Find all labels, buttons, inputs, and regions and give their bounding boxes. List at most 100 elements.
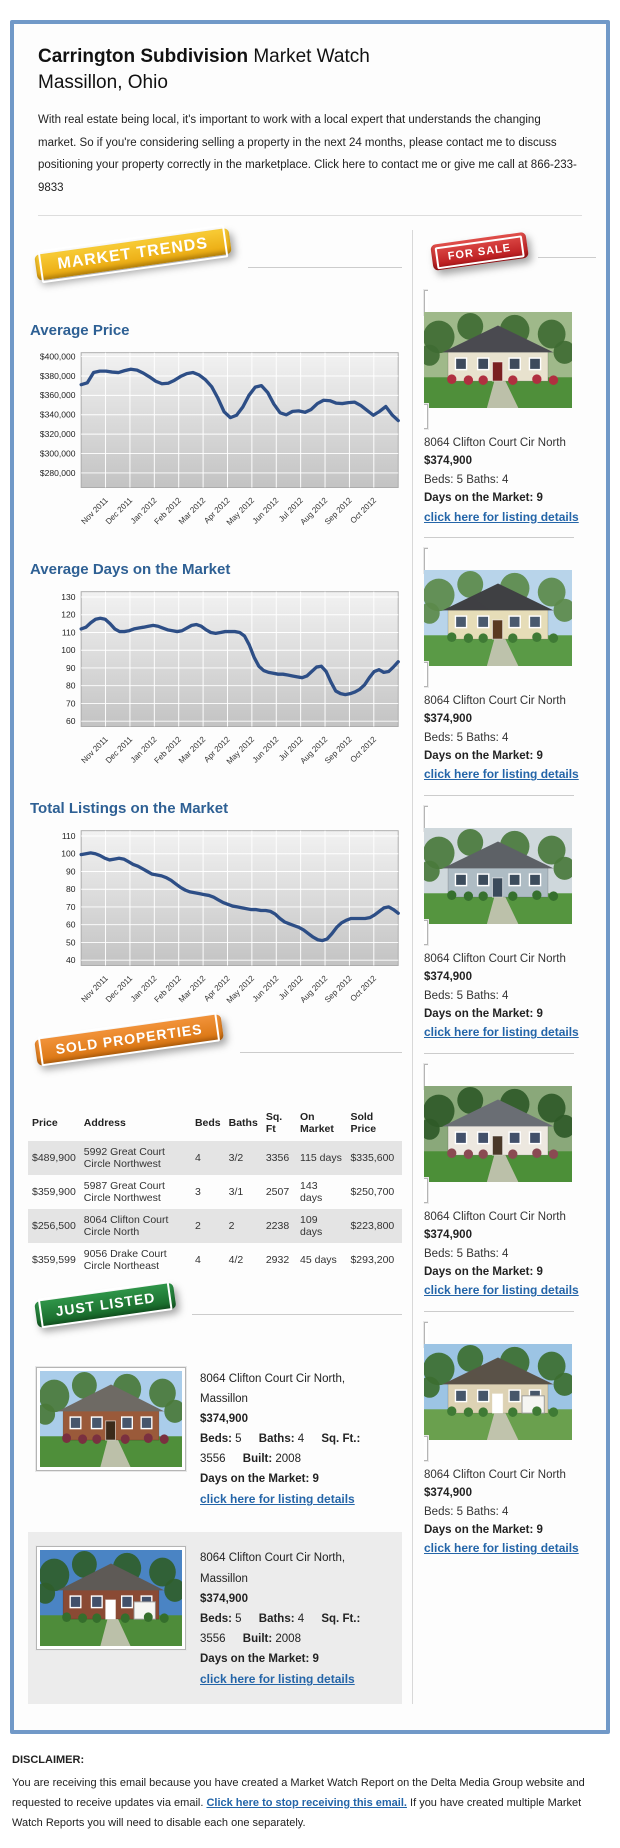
- svg-text:Oct 2012: Oct 2012: [349, 973, 379, 1003]
- svg-text:Oct 2012: Oct 2012: [349, 734, 379, 764]
- svg-text:50: 50: [66, 937, 76, 947]
- report-location: Massillon, Ohio: [38, 71, 168, 93]
- listing-details-link[interactable]: click here for listing details: [200, 1672, 355, 1687]
- listing-specs: Beds: 5 Baths: 4 Sq. Ft.: 3556 Built: 20…: [200, 1612, 361, 1645]
- listing-price: $374,900: [424, 1487, 472, 1500]
- for-sale-badge: FOR SALE: [430, 231, 529, 271]
- chart-title-total-listings: Total Listings on the Market: [30, 799, 229, 817]
- svg-text:$340,000: $340,000: [40, 410, 76, 420]
- for-sale-card: 8064 Clifton Court Cir North $374,900 Be…: [424, 1321, 596, 1559]
- svg-text:130: 130: [61, 592, 75, 602]
- listing-price: $374,900: [424, 1229, 472, 1242]
- listing-details-link[interactable]: click here for listing details: [424, 1283, 579, 1298]
- content: MARKET TRENDS Average Price $280,000 $300…: [14, 220, 606, 1730]
- email-frame: Carrington Subdivision Market Watch Mass…: [10, 20, 610, 1735]
- svg-text:90: 90: [66, 866, 76, 876]
- listing-price: $374,900: [424, 713, 472, 726]
- listing-address: 8064 Clifton Court Cir North, Massillon: [200, 1552, 346, 1585]
- listing-details-link[interactable]: click here for listing details: [424, 1541, 579, 1556]
- svg-text:Mar 2012: Mar 2012: [177, 495, 208, 526]
- svg-text:Oct 2012: Oct 2012: [349, 495, 379, 525]
- svg-text:$300,000: $300,000: [40, 448, 76, 458]
- col-beds: Beds: [194, 1116, 221, 1129]
- market-trends-badge: MARKET TRENDS: [34, 224, 232, 284]
- sold-properties-row: SOLD PROPERTIES: [28, 1011, 402, 1083]
- table-row: $256,500 8064 Clifton Court Circle North 2…: [28, 1208, 402, 1243]
- for-sale-card: 8064 Clifton Court Cir North $374,900 Be…: [424, 1063, 596, 1312]
- col-price: Price: [32, 1116, 58, 1129]
- table-row: $359,599 9056 Drake Court Circle Northeas…: [32, 1247, 395, 1272]
- listing-details-link[interactable]: click here for listing details: [424, 509, 579, 524]
- chart-title-days-on-market: Average Days on the Market: [30, 560, 231, 578]
- listing-days: Days on the Market: 9: [424, 1523, 543, 1536]
- listing-price: $374,900: [424, 455, 472, 468]
- svg-text:60: 60: [66, 716, 76, 726]
- listing-beds-baths: Beds: 5 Baths: 4: [424, 1505, 509, 1518]
- header-divider: [38, 214, 582, 216]
- listing-address: 8064 Clifton Court Cir North: [424, 694, 566, 707]
- col-address: Address: [83, 1116, 126, 1129]
- svg-text:$400,000: $400,000: [40, 351, 76, 361]
- average-price-chart: $280,000 $300,000 $320,000 $340,000 $360,000…: [40, 351, 400, 527]
- svg-text:100: 100: [61, 848, 75, 858]
- listing-beds-baths: Beds: 5 Baths: 4: [424, 731, 509, 744]
- listing-days: Days on the Market: 9: [200, 1653, 319, 1665]
- for-sale-card: 8064 Clifton Court Cir North $374,900 Be…: [424, 289, 596, 538]
- listing-photo: [36, 1366, 186, 1471]
- col-sold-price: Sold Price: [350, 1110, 377, 1135]
- listing-photo: [424, 1063, 596, 1203]
- svg-text:$380,000: $380,000: [40, 371, 76, 381]
- listing-photo: [424, 805, 596, 945]
- listing-price: $374,900: [200, 1412, 248, 1425]
- listing-price: $374,900: [200, 1592, 248, 1605]
- card-divider: [424, 794, 574, 796]
- just-listed-item: 8064 Clifton Court Cir North, Massillon …: [28, 1353, 402, 1525]
- svg-text:Sep 2012: Sep 2012: [323, 734, 354, 765]
- svg-text:Mar 2012: Mar 2012: [177, 734, 208, 765]
- sold-properties-badge: SOLD PROPERTIES: [34, 1011, 225, 1066]
- listing-days: Days on the Market: 9: [424, 750, 543, 763]
- just-listed-item: 8064 Clifton Court Cir North, Massillon …: [28, 1532, 402, 1705]
- table-header-row: Price Address Beds Baths Sq. Ft On Marke…: [28, 1105, 402, 1141]
- card-divider: [424, 1052, 574, 1054]
- svg-text:120: 120: [61, 609, 75, 619]
- listing-specs: Beds: 5 Baths: 4 Sq. Ft.: 3556 Built: 20…: [200, 1432, 361, 1465]
- just-listed-row: JUST LISTED: [28, 1279, 402, 1345]
- listing-photo: [424, 289, 596, 429]
- email-header: Carrington Subdivision Market Watch Mass…: [14, 24, 606, 220]
- svg-text:Jun 2012: Jun 2012: [251, 973, 281, 1003]
- section-rule: [247, 267, 402, 269]
- listing-days: Days on the Market: 9: [424, 492, 543, 505]
- intro-text: With real estate being local, it's impor…: [38, 114, 577, 194]
- svg-text:$360,000: $360,000: [40, 390, 76, 400]
- listing-photo: [424, 1321, 596, 1461]
- svg-text:Sep 2012: Sep 2012: [323, 495, 354, 526]
- just-listed-badge: JUST LISTED: [34, 1279, 177, 1328]
- svg-text:60: 60: [66, 919, 76, 929]
- svg-text:90: 90: [66, 663, 76, 673]
- disclaimer: DISCLAIMER: You are receiving this email…: [0, 1734, 620, 1847]
- listing-days: Days on the Market: 9: [424, 1266, 543, 1278]
- svg-text:80: 80: [66, 884, 76, 894]
- card-divider: [424, 536, 574, 538]
- market-trends-row: MARKET TRENDS: [28, 224, 402, 298]
- report-type: Market Watch: [248, 46, 370, 67]
- listing-details-link[interactable]: click here for listing details: [200, 1492, 355, 1507]
- svg-text:80: 80: [66, 680, 76, 690]
- card-divider: [424, 1310, 574, 1312]
- listing-days: Days on the Market: 9: [200, 1473, 319, 1486]
- for-sale-row: FOR SALE: [424, 231, 596, 280]
- listing-details-link[interactable]: click here for listing details: [424, 767, 579, 782]
- table-row: $359,900 5987 Great Court Circle Northwes…: [32, 1179, 395, 1204]
- svg-text:Jun 2012: Jun 2012: [251, 495, 281, 525]
- svg-text:Jun 2012: Jun 2012: [251, 734, 281, 764]
- unsubscribe-link[interactable]: Click here to stop receiving this email.: [206, 1796, 407, 1809]
- for-sale-sidebar: FOR SALE 8064 Clifton Court Cir North $3…: [412, 229, 596, 1705]
- for-sale-card: 8064 Clifton Court Cir North $374,900 Be…: [424, 547, 596, 796]
- svg-text:$280,000: $280,000: [40, 468, 76, 478]
- svg-text:$320,000: $320,000: [40, 429, 76, 439]
- listing-address: 8064 Clifton Court Cir North: [424, 1210, 566, 1223]
- listing-details-link[interactable]: click here for listing details: [424, 1025, 579, 1040]
- svg-text:Mar 2012: Mar 2012: [177, 973, 208, 1004]
- listing-photo: [36, 1546, 186, 1651]
